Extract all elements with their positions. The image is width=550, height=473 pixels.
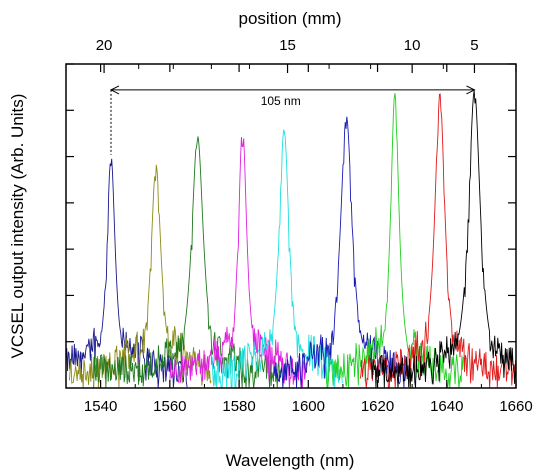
top-tick-label: 5	[470, 37, 478, 54]
series-line	[66, 158, 188, 388]
series-line	[359, 93, 516, 388]
x-axis-title: Wavelength (nm)	[226, 451, 355, 470]
x-tick-label: 1540	[84, 398, 117, 415]
top-tick-label: 20	[96, 37, 113, 54]
x-tick-label: 1660	[499, 398, 532, 415]
series-line	[370, 90, 516, 388]
top-axis-title: position (mm)	[239, 9, 342, 28]
x-tick-label: 1620	[361, 398, 394, 415]
series-line	[273, 116, 406, 388]
series-line	[210, 129, 343, 388]
x-tick-label: 1580	[222, 398, 255, 415]
axes-layer: 1540 1560 1580 1600 1620 1640 1660 20 15 10 5	[65, 37, 533, 415]
annotation-layer: 105 nm	[109, 85, 476, 155]
top-tick-label: 15	[279, 37, 296, 54]
plot-frame	[65, 63, 517, 389]
series-line	[69, 164, 212, 388]
top-tick-label: 10	[404, 37, 421, 54]
x-tick-label: 1560	[153, 398, 186, 415]
span-arrow-head-right	[466, 85, 476, 95]
series-line	[325, 93, 464, 388]
series-layer	[66, 90, 516, 388]
series-line	[93, 136, 281, 388]
span-label: 105 nm	[261, 94, 301, 108]
y-axis-title: VCSEL output intensity (Arb. Units)	[8, 94, 27, 359]
x-tick-label: 1640	[430, 398, 463, 415]
x-tick-label: 1600	[292, 398, 325, 415]
